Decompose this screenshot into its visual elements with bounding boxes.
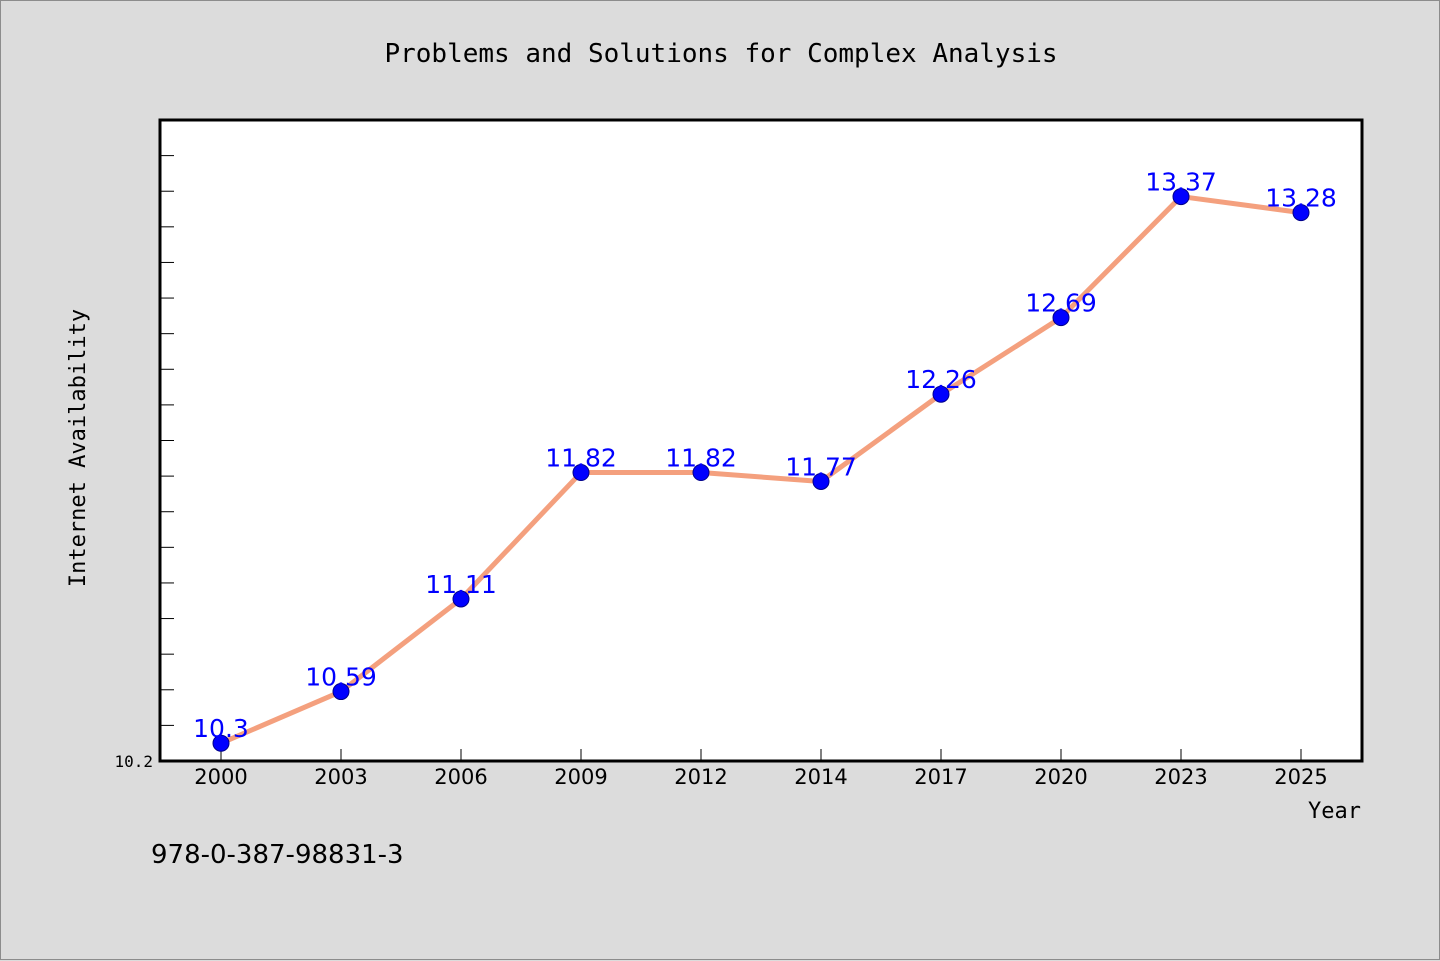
data-label: 13.37 xyxy=(1145,168,1217,197)
data-point xyxy=(1172,188,1190,206)
y-tick-label: 10.2 xyxy=(114,752,153,771)
x-tick-label: 2012 xyxy=(674,765,727,789)
x-tick-label: 2014 xyxy=(794,765,847,789)
x-tick-label: 2003 xyxy=(314,765,367,789)
x-axis-tick-labels: 2000 2003 2006 2009 2012 2014 2017 2020 2023 2025 xyxy=(194,765,1327,789)
data-point xyxy=(452,590,470,608)
data-label: 11.82 xyxy=(545,444,617,473)
chart-title: Problems and Solutions for Complex Analy… xyxy=(384,39,1057,69)
data-label: 10.3 xyxy=(193,714,249,743)
data-label: 12.69 xyxy=(1025,289,1097,318)
x-axis-label: Year xyxy=(1308,799,1361,824)
data-point xyxy=(932,385,950,403)
isbn-label: 978-0-387-98831-3 xyxy=(151,840,404,870)
data-label: 13.28 xyxy=(1265,184,1337,213)
data-point xyxy=(1052,309,1070,327)
y-axis-ticks xyxy=(160,155,174,726)
data-point xyxy=(812,472,830,490)
data-label: 10.59 xyxy=(305,663,377,692)
x-tick-label: 2023 xyxy=(1154,765,1207,789)
data-label: 11.77 xyxy=(785,452,857,481)
data-point xyxy=(692,464,710,482)
y-axis-label: Internet Availability xyxy=(66,309,91,587)
x-tick-label: 2006 xyxy=(434,765,487,789)
plot-area xyxy=(158,118,1364,763)
x-tick-label: 2000 xyxy=(194,765,247,789)
data-label: 12.26 xyxy=(905,365,977,394)
series-line xyxy=(218,194,1304,746)
data-point xyxy=(1292,204,1310,222)
data-label: 11.82 xyxy=(665,444,737,473)
x-axis-ticks xyxy=(220,749,1302,761)
data-markers xyxy=(212,188,1310,752)
x-tick-label: 2017 xyxy=(914,765,967,789)
data-point xyxy=(332,683,350,701)
data-point xyxy=(212,734,230,752)
series-line-group xyxy=(218,194,1304,746)
data-label: 11.11 xyxy=(425,570,497,599)
x-tick-label: 2025 xyxy=(1274,765,1327,789)
data-point xyxy=(572,464,590,482)
x-tick-label: 2020 xyxy=(1034,765,1087,789)
data-labels: 10.3 10.59 11.11 11.82 11.82 11.77 12.26 12.69 1… xyxy=(193,168,1337,744)
x-tick-label: 2009 xyxy=(554,765,607,789)
